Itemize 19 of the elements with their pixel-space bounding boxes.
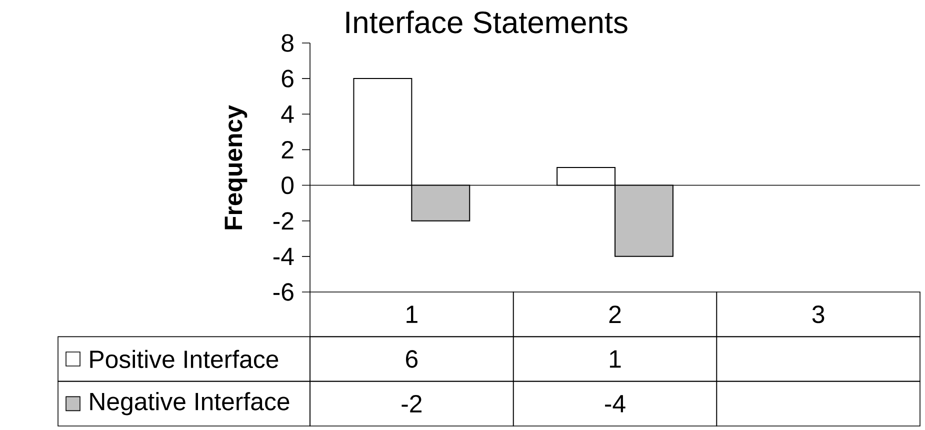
x-tick-label: 2 xyxy=(609,306,621,324)
y-tick-label: 8 xyxy=(282,34,294,52)
legend-label: Positive Interface xyxy=(90,350,278,368)
legend-label: Negative Interface xyxy=(90,392,290,416)
y-tick-label: -2 xyxy=(273,212,294,230)
y-tick-label: -4 xyxy=(273,248,294,265)
y-axis-title: Frequency xyxy=(224,105,248,230)
y-tick-label: 2 xyxy=(282,141,294,158)
y-tick-label: 6 xyxy=(282,70,294,88)
y-tick-label: 4 xyxy=(281,106,294,123)
y-tick-label: -6 xyxy=(273,283,294,301)
x-tick-label: 1 xyxy=(406,306,418,323)
data-label: 6 xyxy=(406,350,418,368)
data-label: -4 xyxy=(605,395,626,412)
data-label: -2 xyxy=(402,394,422,412)
x-tick-label: 3 xyxy=(812,306,824,324)
data-label: 1 xyxy=(610,350,621,368)
y-tick-label: 0 xyxy=(282,176,294,194)
chart-title: Interface Statements xyxy=(346,10,628,34)
